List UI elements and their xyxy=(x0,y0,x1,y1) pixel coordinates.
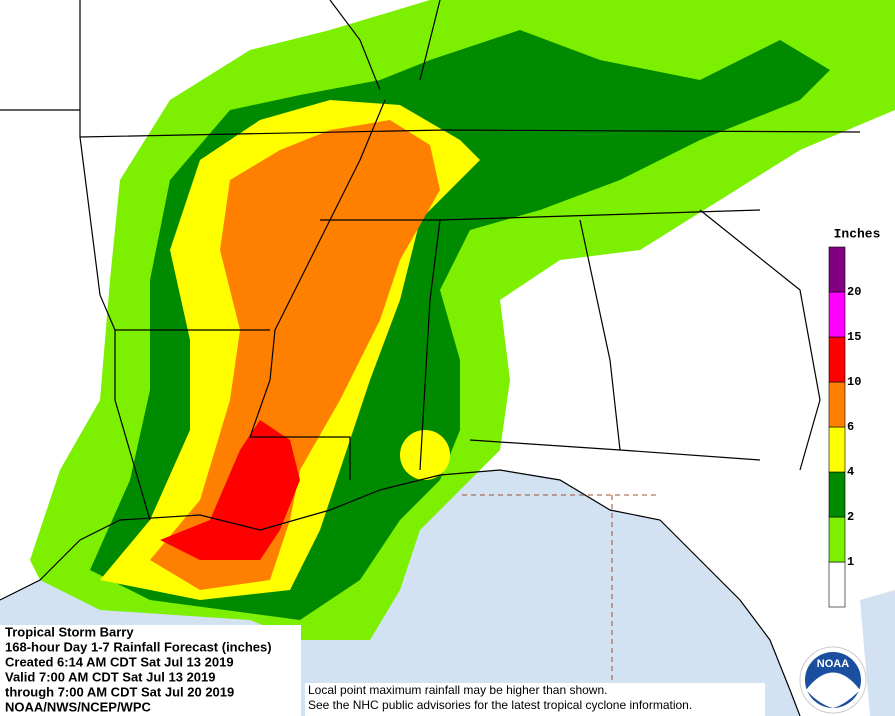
info-box xyxy=(0,625,301,716)
state-borders xyxy=(0,0,861,521)
legend-label: 20 xyxy=(847,285,861,299)
legend-swatch xyxy=(828,471,846,518)
info-line: Created 6:14 AM CDT Sat Jul 13 2019 xyxy=(5,654,234,669)
info-line: Valid 7:00 AM CDT Sat Jul 13 2019 xyxy=(5,669,216,684)
notes: Local point maximum rainfall may be high… xyxy=(308,683,692,712)
note-line: See the NHC public advisories for the la… xyxy=(308,698,692,712)
legend-swatch xyxy=(828,246,846,293)
atlantic-water xyxy=(860,590,895,716)
legend-title: Inches xyxy=(834,226,881,241)
info-line: Tropical Storm Barry xyxy=(5,624,134,639)
note-line: Local point maximum rainfall may be high… xyxy=(308,683,607,697)
legend-label: 15 xyxy=(847,330,861,344)
legend-label: 2 xyxy=(847,510,854,524)
legend-label: 1 xyxy=(847,555,854,569)
coastline xyxy=(0,469,801,716)
info-line: 168-hour Day 1-7 Rainfall Forecast (inch… xyxy=(5,639,272,654)
legend-swatch xyxy=(828,561,846,608)
legend: 1 2 4 6 10 15 20 xyxy=(828,246,861,608)
info-line: NOAA/NWS/NCEP/WPC xyxy=(5,699,152,714)
legend-swatch xyxy=(828,516,846,563)
rain-6in xyxy=(150,120,440,590)
legend-label: 10 xyxy=(847,375,861,389)
notes-box xyxy=(305,683,765,716)
info-line: through 7:00 AM CDT Sat Jul 20 2019 xyxy=(5,684,234,699)
legend-swatch xyxy=(828,336,846,383)
legend-swatch xyxy=(828,291,846,338)
logo-text: NOAA xyxy=(817,658,849,670)
legend-label: 4 xyxy=(847,465,854,479)
rain-10in xyxy=(160,420,300,560)
legend-swatch xyxy=(828,381,846,428)
legend-swatch xyxy=(828,426,846,473)
legend-label: 6 xyxy=(847,420,854,434)
logo-bird xyxy=(806,672,860,708)
rain-4in xyxy=(400,430,450,480)
